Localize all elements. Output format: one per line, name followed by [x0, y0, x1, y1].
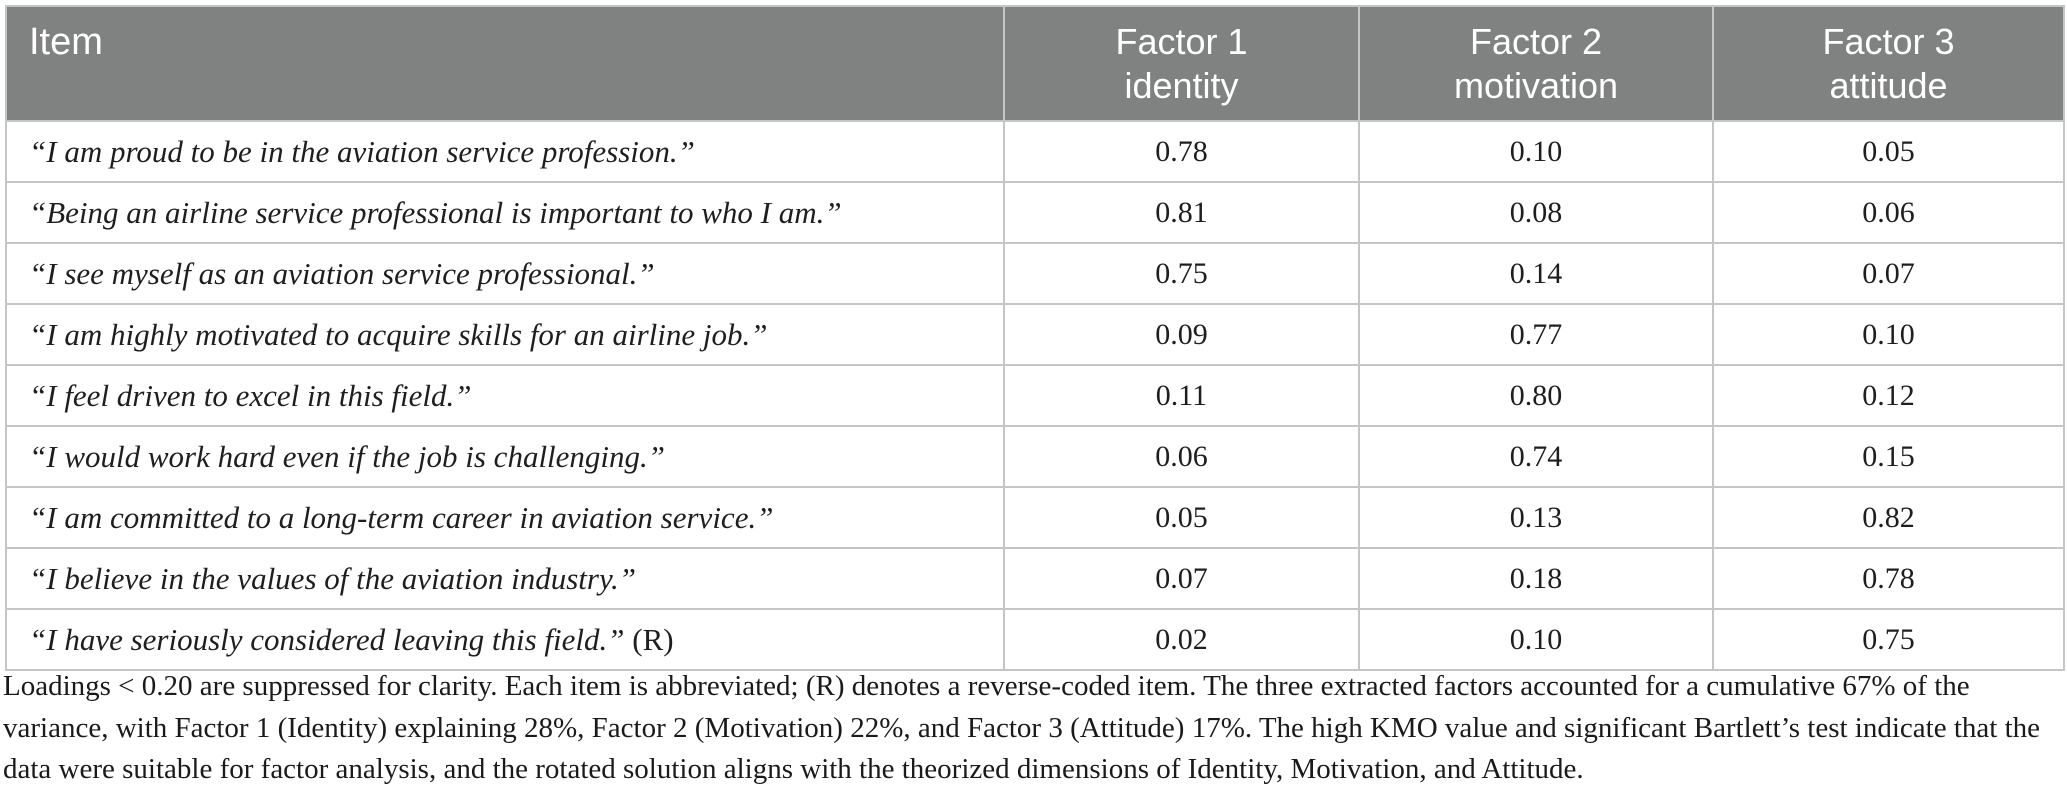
loading-factor3: 0.12	[1712, 364, 2065, 427]
loading-factor2: 0.10	[1358, 120, 1714, 183]
item-cell: “I am highly motivated to acquire skills…	[5, 303, 1005, 366]
header-factor-1: Factor 1 identity	[1003, 5, 1360, 122]
factor-loading-table-container: Item Factor 1 identity Factor 2 motivati…	[5, 5, 2065, 671]
item-text: “I see myself as an aviation service pro…	[29, 255, 655, 291]
item-text: “I am proud to be in the aviation servic…	[29, 133, 695, 169]
item-text: “I have seriously considered leaving thi…	[29, 621, 625, 657]
header-factor-1-line1: Factor 1	[1115, 21, 1248, 62]
loading-factor1: 0.11	[1003, 364, 1360, 427]
header-factor-3-line2: attitude	[1829, 65, 1948, 106]
loading-factor3: 0.06	[1712, 181, 2065, 244]
loading-factor3: 0.75	[1712, 608, 2065, 671]
table-row: “I am highly motivated to acquire skills…	[5, 303, 2065, 366]
loading-factor1: 0.05	[1003, 486, 1360, 549]
item-cell: “Being an airline service professional i…	[5, 181, 1005, 244]
loading-factor2: 0.74	[1358, 425, 1714, 488]
loading-factor1: 0.02	[1003, 608, 1360, 671]
header-factor-2-line2: motivation	[1453, 65, 1619, 106]
item-cell: “I see myself as an aviation service pro…	[5, 242, 1005, 305]
table-row: “I am committed to a long-term career in…	[5, 486, 2065, 549]
loading-factor2: 0.08	[1358, 181, 1714, 244]
item-text: “I feel driven to excel in this field.”	[29, 377, 472, 413]
item-cell: “I believe in the values of the aviation…	[5, 547, 1005, 610]
header-factor-3-line1: Factor 3	[1822, 21, 1955, 62]
loading-factor3: 0.82	[1712, 486, 2065, 549]
header-item: Item	[5, 5, 1005, 122]
table-row: “I feel driven to excel in this field.” …	[5, 364, 2065, 427]
item-suffix: (R)	[624, 621, 674, 657]
header-factor-1-line2: identity	[1124, 65, 1239, 106]
item-cell: “I am proud to be in the aviation servic…	[5, 120, 1005, 183]
item-text: “I am highly motivated to acquire skills…	[29, 316, 768, 352]
loading-factor2: 0.80	[1358, 364, 1714, 427]
table-row: “I believe in the values of the aviation…	[5, 547, 2065, 610]
table-row: “I have seriously considered leaving thi…	[5, 608, 2065, 671]
loading-factor2: 0.18	[1358, 547, 1714, 610]
loading-factor1: 0.81	[1003, 181, 1360, 244]
loading-factor3: 0.78	[1712, 547, 2065, 610]
item-cell: “I would work hard even if the job is ch…	[5, 425, 1005, 488]
header-row: Item Factor 1 identity Factor 2 motivati…	[5, 5, 2065, 122]
loading-factor2: 0.77	[1358, 303, 1714, 366]
item-text: “I am committed to a long-term career in…	[29, 499, 774, 535]
table-row: “I would work hard even if the job is ch…	[5, 425, 2065, 488]
loading-factor3: 0.05	[1712, 120, 2065, 183]
item-text: “Being an airline service professional i…	[29, 194, 842, 230]
item-cell: “I feel driven to excel in this field.”	[5, 364, 1005, 427]
loading-factor1: 0.09	[1003, 303, 1360, 366]
loading-factor3: 0.10	[1712, 303, 2065, 366]
loading-factor2: 0.13	[1358, 486, 1714, 549]
table-body: “I am proud to be in the aviation servic…	[5, 120, 2065, 671]
loading-factor1: 0.07	[1003, 547, 1360, 610]
item-text: “I believe in the values of the aviation…	[29, 560, 636, 596]
table-row: “Being an airline service professional i…	[5, 181, 2065, 244]
factor-loading-table: Item Factor 1 identity Factor 2 motivati…	[5, 5, 2065, 671]
loading-factor3: 0.15	[1712, 425, 2065, 488]
header-factor-2-line1: Factor 2	[1469, 21, 1603, 62]
loading-factor1: 0.06	[1003, 425, 1360, 488]
loading-factor1: 0.75	[1003, 242, 1360, 305]
table-row: “I see myself as an aviation service pro…	[5, 242, 2065, 305]
item-cell: “I am committed to a long-term career in…	[5, 486, 1005, 549]
header-factor-2: Factor 2 motivation	[1358, 5, 1714, 122]
table-row: “I am proud to be in the aviation servic…	[5, 120, 2065, 183]
item-cell: “I have seriously considered leaving thi…	[5, 608, 1005, 671]
header-factor-3: Factor 3 attitude	[1712, 5, 2065, 122]
loading-factor3: 0.07	[1712, 242, 2065, 305]
loading-factor2: 0.14	[1358, 242, 1714, 305]
table-header: Item Factor 1 identity Factor 2 motivati…	[5, 5, 2065, 122]
table-footnote: Loadings < 0.20 are suppressed for clari…	[3, 670, 2041, 785]
item-text: “I would work hard even if the job is ch…	[29, 438, 666, 474]
loading-factor1: 0.78	[1003, 120, 1360, 183]
loading-factor2: 0.10	[1358, 608, 1714, 671]
